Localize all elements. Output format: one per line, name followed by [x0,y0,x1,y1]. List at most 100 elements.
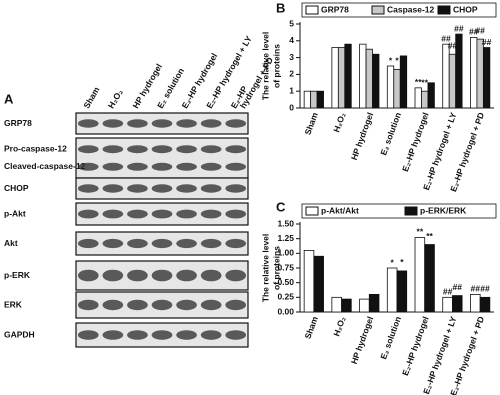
band [127,238,148,249]
row-label: p-ERK [4,270,31,280]
row-label: Pro-caspase-12 [4,143,67,153]
bar [393,68,401,109]
significance-label: ## [453,282,463,292]
bar [365,48,373,109]
bar [482,47,491,109]
significance-label: ## [443,287,453,297]
bar [476,38,484,109]
legend-label: Caspase-12 [387,4,435,14]
significance-label: * [395,56,399,66]
x-tick-label: E₂ solution [378,315,403,361]
bar [470,37,478,109]
x-tick-label: E₂-HP hydrogel [400,315,431,377]
band [77,238,99,249]
band [225,330,247,340]
y-tick-label: 4 [289,35,294,45]
band [200,238,222,249]
band [102,162,124,171]
bar [424,244,435,313]
x-tick-label: H₂O₂ [331,315,347,338]
band [200,330,222,340]
band [176,119,197,128]
band [176,162,197,171]
legend-label: CHOP [453,4,478,14]
legend-swatch [305,5,319,15]
x-tick-label: Sham [303,111,320,137]
bar [479,296,491,313]
significance-label: ## [454,23,464,33]
bar [331,296,342,313]
y-axis-label: The relative level [260,32,270,101]
band [127,184,148,193]
x-tick-label: H₂O₂ [331,111,347,134]
y-axis-label: The relative level [260,234,270,303]
band [200,299,222,311]
bar [442,296,453,313]
band [200,184,222,193]
band [127,269,148,282]
band [102,119,124,128]
band [151,119,173,128]
significance-label: ## [469,27,479,37]
band [127,299,148,311]
y-tick-label: 1 [289,85,294,95]
significance-label: ## [471,284,481,294]
row-label: GAPDH [4,329,35,339]
bar [359,298,370,313]
significance-label: ## [448,40,458,50]
x-tick-label: E₂ solution [378,111,403,157]
bar [442,43,450,109]
band [127,330,148,340]
y-tick-label: 1.00 [277,248,294,258]
band [127,145,148,154]
row-label: GRP78 [4,118,32,128]
band [151,269,173,282]
band [77,299,99,311]
y-tick-label: 2 [289,69,294,79]
y-tick-label: 0.25 [277,292,294,302]
band [225,269,247,282]
band [225,119,247,128]
band [151,299,173,311]
significance-label: ## [482,37,492,47]
bar [399,55,408,109]
significance-label: ** [417,227,424,237]
band [200,119,222,128]
band [200,209,222,219]
bar [368,293,380,313]
band [102,330,124,340]
band [77,330,99,340]
row-label: ERK [4,299,23,309]
row-label: CHOP [4,183,29,193]
band [225,162,247,171]
x-tick-label: HP hydrogel [349,111,375,161]
band [77,269,99,282]
significance-label: ## [475,25,485,35]
significance-label: ** [415,77,422,87]
bar [396,270,408,313]
blot-frame [75,137,249,179]
row-label: Cleaved-caspase-12 [4,161,86,171]
y-tick-label: 1.50 [277,218,294,228]
bar [341,298,352,313]
lane-label: Sham [81,85,101,110]
band [176,269,197,282]
band [77,145,99,154]
band [127,119,148,128]
bar [303,249,315,313]
band [102,184,124,193]
band [225,209,247,219]
bar [414,237,426,313]
band [151,184,173,193]
band [225,299,247,311]
bar [310,90,318,109]
panel-label: B [276,0,285,15]
y-tick-label: 0 [289,102,294,112]
band [77,184,99,193]
bar [427,82,435,109]
legend-swatch [305,206,319,216]
band [77,209,99,219]
band [102,145,124,154]
band [200,145,222,154]
